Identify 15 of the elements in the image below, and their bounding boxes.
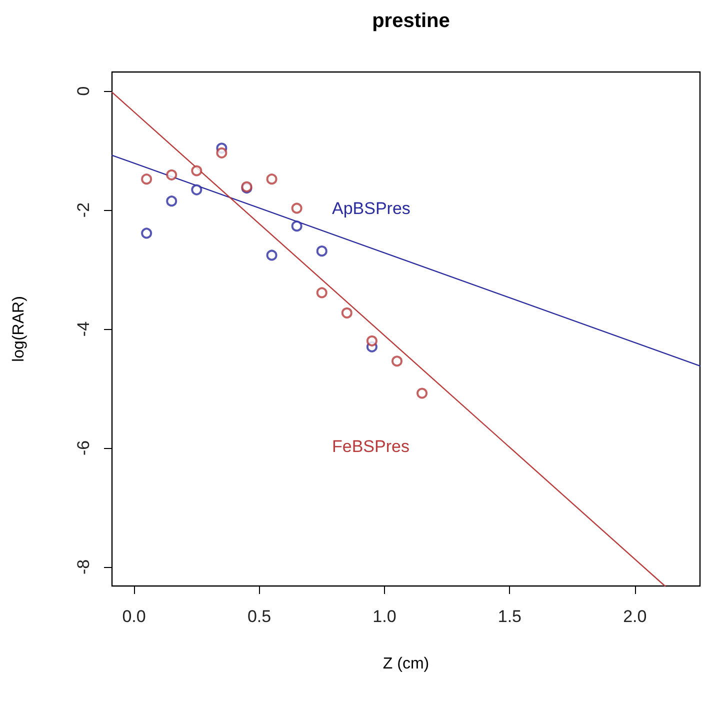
y-tick-label: -4 bbox=[74, 321, 93, 337]
x-tick-label: 1.0 bbox=[372, 607, 396, 626]
text: FeBSPres bbox=[332, 437, 410, 456]
y-axis-title: log(RAR) bbox=[10, 296, 28, 362]
x-tick-label: 0.0 bbox=[122, 607, 146, 626]
y-tick-label: 0 bbox=[74, 86, 93, 96]
series-label: ApBSPres bbox=[332, 199, 410, 218]
x-axis-title: Z (cm) bbox=[382, 656, 430, 672]
y-tick-label: -2 bbox=[74, 202, 93, 218]
y-tick-label: -8 bbox=[74, 559, 93, 575]
x-tick-label: 2.0 bbox=[623, 607, 647, 626]
y-tick-label: -6 bbox=[74, 440, 93, 456]
x-tick-label: 1.5 bbox=[498, 607, 522, 626]
x-tick-label: 0.5 bbox=[247, 607, 272, 626]
chart-title: prestine bbox=[372, 10, 450, 32]
